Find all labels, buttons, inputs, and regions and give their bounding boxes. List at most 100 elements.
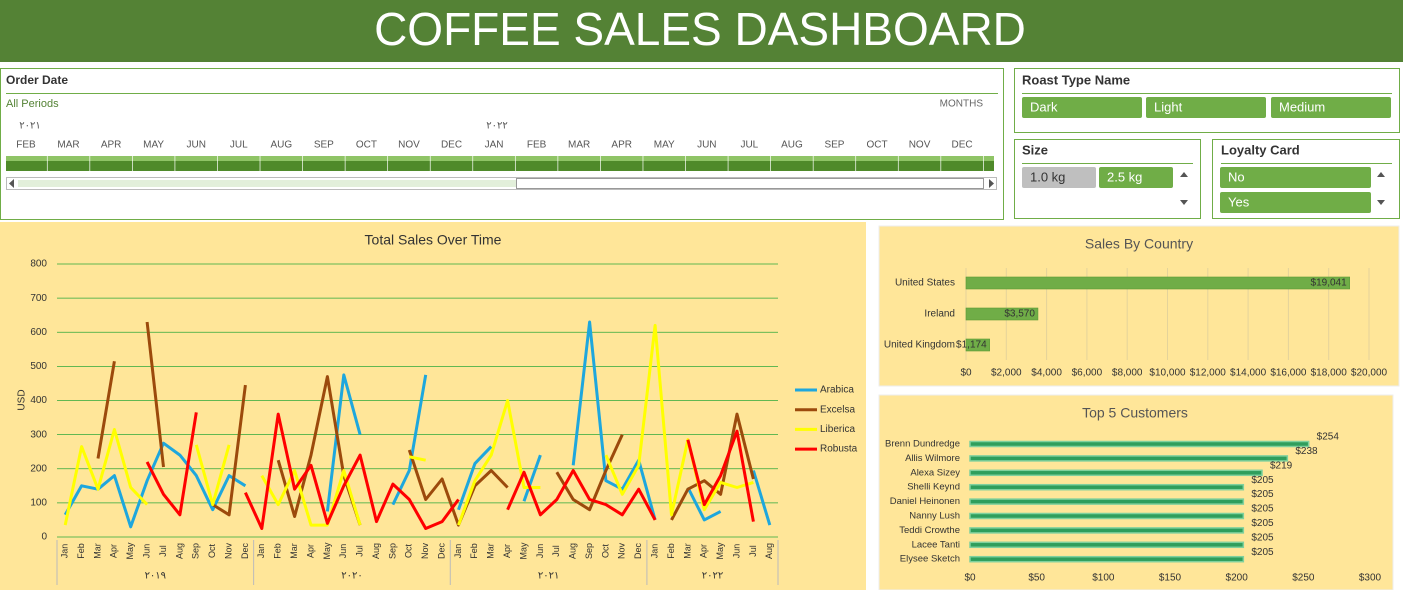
timeline-month[interactable]: OCT	[866, 140, 887, 151]
timeline-title: Order Date	[6, 73, 68, 87]
x-tick-label: Jul	[158, 545, 168, 557]
series-line	[63, 323, 754, 527]
scroll-thumb[interactable]	[516, 178, 984, 189]
x-tick-label: Jan	[649, 544, 659, 559]
x-tick-label: Sep	[387, 543, 397, 559]
x-tick-label: Feb	[76, 543, 86, 559]
x-tick-label: Oct	[600, 544, 610, 559]
x-tick-label: Jan	[256, 544, 266, 559]
timeline-level[interactable]: MONTHS	[940, 99, 984, 110]
slicer-item[interactable]	[1022, 97, 1142, 118]
slicer-item[interactable]	[1220, 167, 1371, 188]
timeline-month[interactable]: JUN	[697, 140, 716, 151]
data-label: $238	[1295, 446, 1318, 457]
timeline-month[interactable]: MAY	[654, 140, 675, 151]
slicer-item-label[interactable]: 2.5 kg	[1107, 169, 1142, 184]
x-tick-label: $2,000	[991, 368, 1022, 379]
x-tick-label: May	[125, 542, 135, 560]
slicer-item[interactable]	[1146, 97, 1266, 118]
scroll-right[interactable]	[989, 179, 994, 188]
x-tick-label: Mar	[92, 543, 102, 559]
bar	[969, 455, 1289, 462]
bar	[969, 469, 1263, 477]
timeline-month[interactable]: JUN	[186, 140, 205, 151]
x-tick-label: Apr	[699, 544, 709, 558]
y-tick-label: Brenn Dundredge	[885, 439, 960, 450]
x-tick-label: Jun	[142, 544, 152, 559]
x-tick-label: Aug	[371, 543, 381, 559]
timeline-month[interactable]: MAY	[143, 140, 164, 151]
slicer-item-label[interactable]: Light	[1154, 99, 1183, 114]
x-group-label: ٢٠٢٢	[702, 571, 723, 582]
timeline-month[interactable]: OCT	[356, 140, 377, 151]
x-tick-label: $150	[1159, 573, 1182, 584]
x-tick-label: Jul	[355, 545, 365, 557]
slicer-item[interactable]	[1220, 192, 1371, 213]
bar	[969, 440, 1310, 448]
x-tick-label: $8,000	[1112, 368, 1143, 379]
timeline-month[interactable]: SEP	[824, 140, 844, 151]
timeline-month[interactable]: DEC	[441, 140, 462, 151]
slicer-item-label[interactable]: Medium	[1279, 99, 1325, 114]
scroll-down[interactable]	[1180, 200, 1188, 205]
y-tick-label: Alexa Sizey	[910, 467, 960, 478]
slicer-item-label[interactable]: 1.0 kg	[1030, 169, 1065, 184]
timeline-month[interactable]: SEP	[314, 140, 334, 151]
bar	[969, 541, 1245, 549]
timeline-month[interactable]: JUL	[740, 140, 758, 151]
x-tick-label: Apr	[109, 544, 119, 558]
slicer-item-label[interactable]: Yes	[1228, 194, 1250, 209]
x-tick-label: Nov	[420, 543, 430, 560]
x-tick-label: $200	[1226, 573, 1249, 584]
scroll-down[interactable]	[1377, 200, 1385, 205]
scroll-up[interactable]	[1180, 172, 1188, 177]
timeline-month[interactable]: JUL	[230, 140, 248, 151]
x-tick-label: $50	[1028, 573, 1045, 584]
x-group-label: ٢٠٢٠	[341, 571, 362, 582]
timeline-month[interactable]: DEC	[952, 140, 973, 151]
legend-label: Liberica	[820, 424, 855, 435]
x-tick-label: $16,000	[1270, 368, 1307, 379]
data-label: $19,041	[1311, 278, 1348, 289]
slicer-item[interactable]	[1022, 167, 1096, 188]
x-tick-label: $4,000	[1031, 368, 1062, 379]
y-tick-label: Elysee Sketch	[900, 554, 960, 565]
scroll-left[interactable]	[9, 179, 14, 188]
x-tick-label: $6,000	[1072, 368, 1103, 379]
timeline-month[interactable]: MAR	[568, 140, 590, 151]
x-tick-label: Jan	[453, 544, 463, 559]
legend-label: Robusta	[820, 444, 858, 455]
timeline-year: ٢٠٢١	[19, 121, 40, 132]
x-tick-label: Sep	[584, 543, 594, 559]
data-label: $219	[1270, 460, 1293, 471]
timeline-month[interactable]: MAR	[57, 140, 79, 151]
timeline-month[interactable]: APR	[101, 140, 122, 151]
data-label: $205	[1251, 489, 1274, 500]
slicer-item[interactable]	[1271, 97, 1391, 118]
x-tick-label: Jan	[60, 544, 70, 559]
timeline-month[interactable]: NOV	[398, 140, 420, 151]
timeline-month[interactable]: APR	[611, 140, 632, 151]
bar	[965, 307, 1039, 321]
timeline-month[interactable]: FEB	[16, 140, 36, 151]
slicer-item-label[interactable]: No	[1228, 169, 1245, 184]
timeline-month[interactable]: JAN	[485, 140, 504, 151]
x-tick-label: $0	[964, 573, 976, 584]
timeline-month[interactable]: NOV	[909, 140, 931, 151]
slicer-item-label[interactable]: Dark	[1030, 99, 1058, 114]
bar	[969, 527, 1245, 534]
x-tick-label: $300	[1359, 573, 1382, 584]
y-tick-label: 800	[30, 259, 47, 270]
timeline-month[interactable]: AUG	[781, 140, 803, 151]
y-tick-label: 200	[30, 463, 47, 474]
y-tick-label: 300	[30, 429, 47, 440]
y-tick-label: Nanny Lush	[909, 511, 960, 522]
slicer-item[interactable]	[1099, 167, 1173, 188]
timeline-month[interactable]: FEB	[527, 140, 547, 151]
x-tick-label: May	[518, 542, 528, 560]
scroll-up[interactable]	[1377, 172, 1385, 177]
timeline-month[interactable]: AUG	[270, 140, 292, 151]
x-tick-label: Apr	[502, 544, 512, 558]
x-tick-label: $10,000	[1149, 368, 1186, 379]
legend-label: Arabica	[820, 385, 854, 396]
